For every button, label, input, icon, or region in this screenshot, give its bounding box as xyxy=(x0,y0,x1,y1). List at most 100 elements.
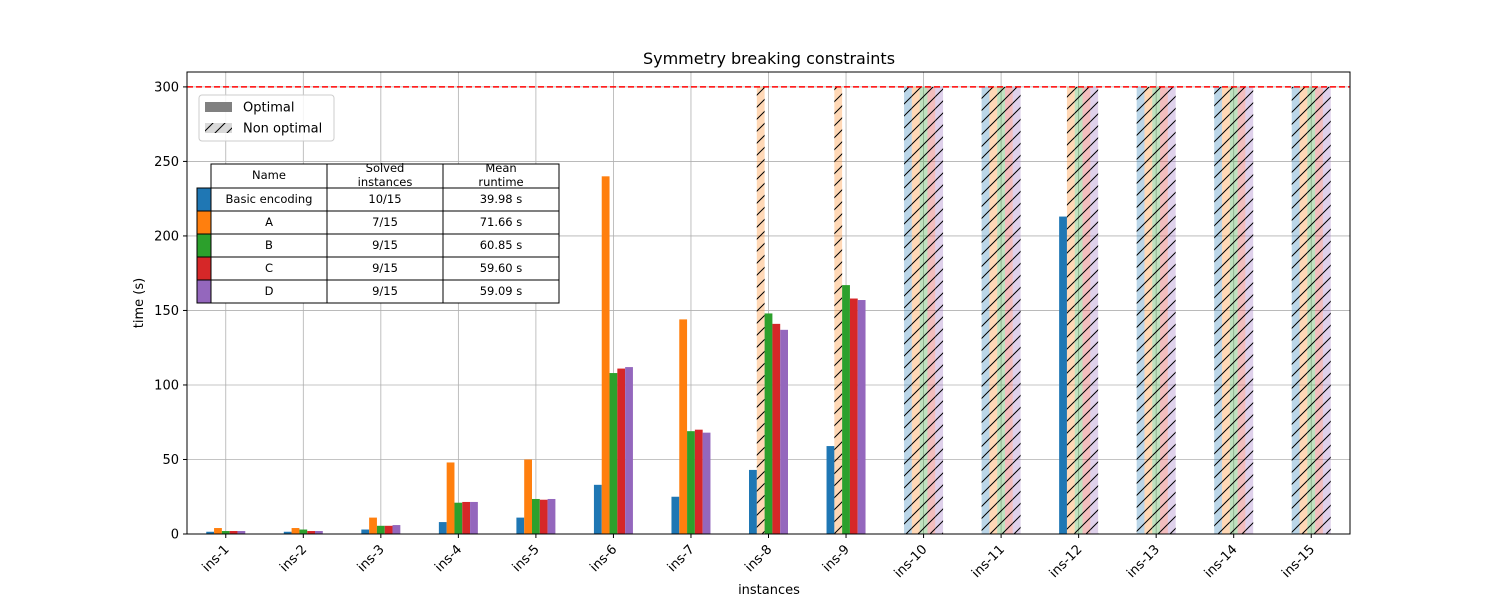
bar-c-ins-6 xyxy=(617,368,626,534)
bar xyxy=(617,368,626,534)
bar-c-ins-1 xyxy=(229,531,238,534)
bar-d-ins-7 xyxy=(702,432,711,534)
bar-c-ins-9 xyxy=(849,298,858,534)
bar-d-ins-4 xyxy=(470,501,478,534)
bar-a-ins-11 xyxy=(989,86,998,534)
bar xyxy=(369,517,377,534)
table-cell: 9/15 xyxy=(372,261,398,275)
bar xyxy=(539,499,548,534)
bar-c-ins-8 xyxy=(772,323,781,534)
bar-a-ins-10 xyxy=(911,86,920,534)
bar xyxy=(307,531,315,534)
table-cell: 59.60 s xyxy=(480,261,523,275)
bar xyxy=(392,525,401,534)
x-tick-label: ins-5 xyxy=(510,542,543,575)
table-cell: 71.66 s xyxy=(480,215,523,229)
bars xyxy=(206,86,1331,535)
bar-b-ins-15 xyxy=(1307,86,1316,534)
bar-hatch xyxy=(997,86,1005,534)
bar xyxy=(470,501,478,534)
bar-hatch xyxy=(1222,86,1230,534)
bar-basic-encoding-ins-2 xyxy=(283,531,292,534)
bar-c-ins-7 xyxy=(694,429,703,534)
bar-hatch xyxy=(834,86,843,534)
bar xyxy=(687,431,695,534)
table-cell: B xyxy=(265,238,273,252)
bar-hatch xyxy=(1160,86,1168,534)
table-header: Name xyxy=(252,168,286,182)
bar-c-ins-3 xyxy=(384,525,393,534)
bar-basic-encoding-ins-11 xyxy=(981,86,990,534)
bar-a-ins-3 xyxy=(369,517,377,534)
bar-a-ins-14 xyxy=(1222,86,1230,534)
bar-a-ins-7 xyxy=(679,319,688,534)
bar xyxy=(857,300,866,534)
x-tick-label: ins-13 xyxy=(1124,542,1163,581)
bar-c-ins-15 xyxy=(1315,86,1323,534)
y-tick-label: 150 xyxy=(154,304,179,319)
bar xyxy=(446,462,455,534)
bar-hatch xyxy=(911,86,920,534)
bar-basic-encoding-ins-5 xyxy=(516,517,525,534)
bar-hatch xyxy=(904,86,912,534)
bar-hatch xyxy=(1090,86,1099,534)
bar-hatch xyxy=(756,86,765,534)
table-cell: 60.85 s xyxy=(480,238,523,252)
bar-d-ins-13 xyxy=(1167,86,1176,534)
legend-label-non-optimal: Non optimal xyxy=(243,122,322,137)
bar xyxy=(462,501,471,534)
bar xyxy=(516,517,525,534)
bar-c-ins-13 xyxy=(1160,86,1168,534)
legend: Optimal Non optimal xyxy=(198,94,335,142)
chart-title: Symmetry breaking constraints xyxy=(643,49,895,68)
y-tick-label: 300 xyxy=(154,80,179,95)
x-tick-label: ins-10 xyxy=(892,542,931,581)
table-cell: 9/15 xyxy=(372,238,398,252)
bar-b-ins-12 xyxy=(1074,86,1083,534)
y-tick-label: 200 xyxy=(154,229,179,244)
bar-c-ins-11 xyxy=(1005,86,1013,534)
bar-a-ins-15 xyxy=(1299,86,1308,534)
bar-hatch xyxy=(1012,86,1021,534)
bar-d-ins-11 xyxy=(1012,86,1021,534)
bar-hatch xyxy=(1144,86,1153,534)
bar-hatch xyxy=(1082,86,1091,534)
bar-hatch xyxy=(935,86,944,534)
bar xyxy=(283,531,292,534)
y-axis: 0 50 100 150 200 250 300 xyxy=(154,80,187,543)
bar-b-ins-11 xyxy=(997,86,1005,534)
bar xyxy=(842,285,850,534)
bar-basic-encoding-ins-14 xyxy=(1214,86,1222,534)
bar-basic-encoding-ins-15 xyxy=(1291,86,1300,534)
bar-a-ins-8 xyxy=(756,86,765,534)
bar-basic-encoding-ins-4 xyxy=(438,522,447,534)
bar-b-ins-10 xyxy=(919,86,928,534)
table-color-swatch xyxy=(196,187,212,212)
bar xyxy=(625,367,633,534)
table-header: Mean runtime xyxy=(478,161,523,189)
bar-a-ins-6 xyxy=(601,176,610,535)
x-tick-label: ins-4 xyxy=(432,542,465,575)
table-header: Solved instances xyxy=(358,161,413,189)
x-axis: ins-1 ins-2 ins-3 ins-4 ins-5 ins-6 ins-7 ins-8… xyxy=(200,534,1318,581)
bar-basic-encoding-ins-12 xyxy=(1059,216,1067,535)
bar xyxy=(772,323,781,534)
bar-basic-encoding-ins-1 xyxy=(206,531,215,534)
table-color-swatch xyxy=(196,256,212,281)
bar-b-ins-9 xyxy=(842,285,850,534)
bar xyxy=(361,529,370,534)
x-axis-title: instances xyxy=(738,583,800,598)
bar-hatch xyxy=(1005,86,1013,534)
table-cell: D xyxy=(265,284,274,298)
bar-c-ins-2 xyxy=(307,531,315,534)
bar-basic-encoding-ins-8 xyxy=(749,469,757,534)
x-tick-label: ins-7 xyxy=(665,542,698,575)
x-tick-label: ins-3 xyxy=(355,542,388,575)
bar-hatch xyxy=(1229,86,1238,534)
bar-d-ins-1 xyxy=(237,531,246,534)
table-cell: 59.09 s xyxy=(480,284,523,298)
bar-c-ins-14 xyxy=(1237,86,1246,534)
bar xyxy=(229,531,238,534)
bar xyxy=(702,432,711,534)
